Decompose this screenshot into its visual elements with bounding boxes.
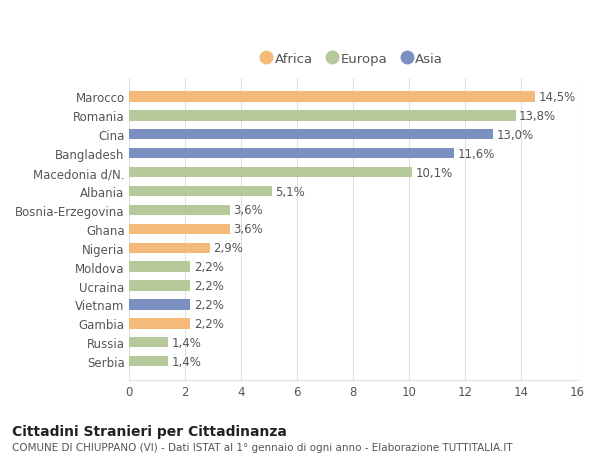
- Text: 1,4%: 1,4%: [172, 336, 201, 349]
- Text: 11,6%: 11,6%: [457, 147, 495, 160]
- Text: 3,6%: 3,6%: [233, 223, 263, 236]
- Bar: [128, 205, 230, 216]
- Text: 2,2%: 2,2%: [194, 317, 224, 330]
- Text: 14,5%: 14,5%: [539, 91, 576, 104]
- Text: 3,6%: 3,6%: [233, 204, 263, 217]
- Legend: Africa, Europa, Asia: Africa, Europa, Asia: [259, 49, 447, 70]
- Text: 2,2%: 2,2%: [194, 298, 224, 311]
- Bar: [128, 262, 190, 272]
- Bar: [128, 111, 516, 121]
- Text: COMUNE DI CHIUPPANO (VI) - Dati ISTAT al 1° gennaio di ogni anno - Elaborazione : COMUNE DI CHIUPPANO (VI) - Dati ISTAT al…: [12, 442, 512, 452]
- Bar: [128, 337, 168, 348]
- Text: 2,2%: 2,2%: [194, 261, 224, 274]
- Bar: [128, 149, 454, 159]
- Text: 5,1%: 5,1%: [275, 185, 305, 198]
- Bar: [128, 243, 210, 253]
- Bar: [128, 281, 190, 291]
- Text: 13,8%: 13,8%: [519, 110, 556, 123]
- Bar: [128, 130, 493, 140]
- Bar: [128, 224, 230, 235]
- Text: 1,4%: 1,4%: [172, 355, 201, 368]
- Bar: [128, 92, 535, 102]
- Bar: [128, 186, 272, 197]
- Bar: [128, 168, 412, 178]
- Text: 13,0%: 13,0%: [497, 129, 534, 141]
- Bar: [128, 300, 190, 310]
- Text: 2,9%: 2,9%: [214, 242, 243, 255]
- Text: Cittadini Stranieri per Cittadinanza: Cittadini Stranieri per Cittadinanza: [12, 425, 287, 438]
- Text: 2,2%: 2,2%: [194, 280, 224, 292]
- Bar: [128, 319, 190, 329]
- Text: 10,1%: 10,1%: [415, 166, 452, 179]
- Bar: [128, 356, 168, 367]
